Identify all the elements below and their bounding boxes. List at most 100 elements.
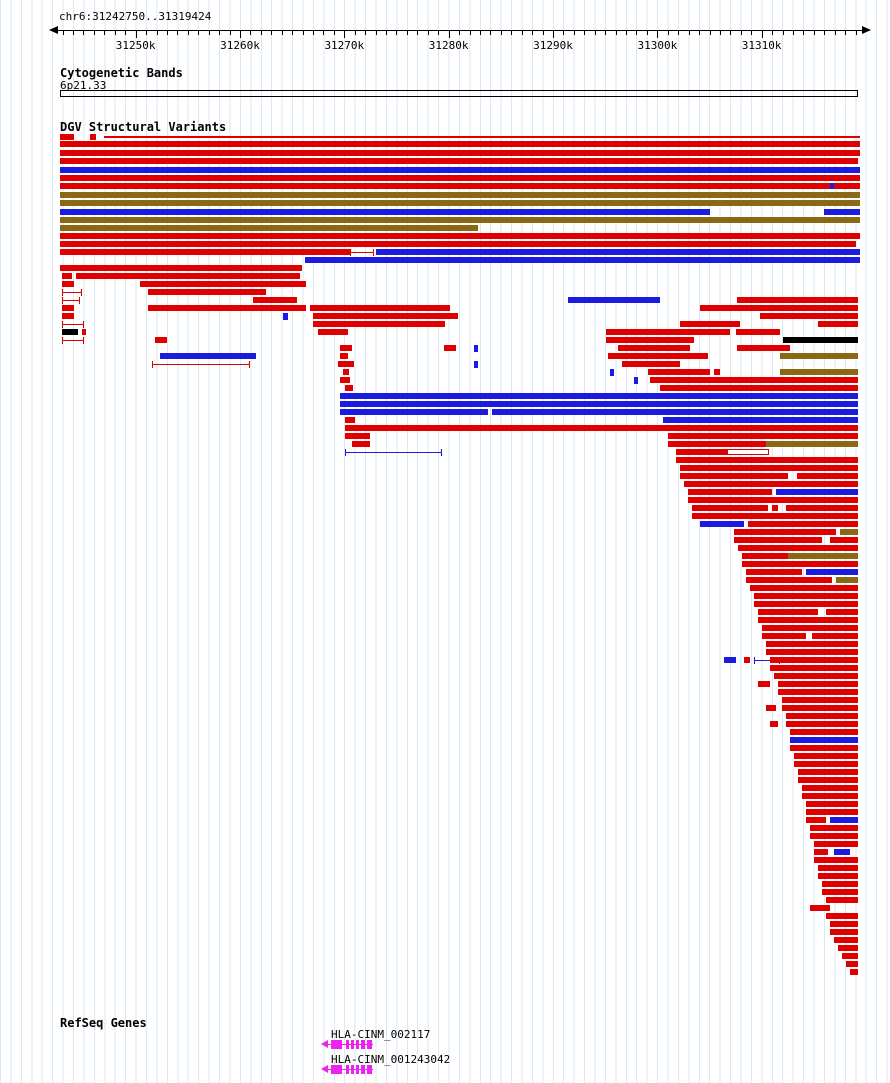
variant-bar[interactable] bbox=[737, 297, 858, 303]
variant-bar[interactable] bbox=[60, 209, 710, 215]
variant-bar[interactable] bbox=[376, 249, 860, 255]
variant-bar[interactable] bbox=[684, 481, 858, 487]
variant-bar[interactable] bbox=[818, 321, 858, 327]
variant-bar[interactable] bbox=[806, 817, 826, 823]
variant-bar[interactable] bbox=[814, 857, 858, 863]
variant-bar[interactable] bbox=[850, 969, 858, 975]
variant-bar[interactable] bbox=[788, 553, 858, 559]
variant-bar[interactable] bbox=[742, 553, 800, 559]
variant-bar[interactable] bbox=[772, 505, 778, 511]
variant-bar[interactable] bbox=[794, 753, 858, 759]
variant-bar[interactable] bbox=[60, 217, 860, 223]
variant-bar[interactable] bbox=[148, 305, 306, 311]
variant-bar[interactable] bbox=[830, 817, 858, 823]
variant-bar[interactable] bbox=[668, 441, 780, 447]
variant-bar[interactable] bbox=[734, 529, 836, 535]
variant-bar[interactable] bbox=[60, 192, 860, 198]
variant-bar[interactable] bbox=[62, 297, 80, 304]
variant-bar[interactable] bbox=[345, 433, 370, 439]
gene-exon[interactable] bbox=[331, 1040, 342, 1049]
variant-bar[interactable] bbox=[782, 705, 858, 711]
variant-bar[interactable] bbox=[824, 209, 860, 215]
variant-bar[interactable] bbox=[842, 953, 858, 959]
variant-bar[interactable] bbox=[724, 657, 736, 663]
gene-intron-line[interactable] bbox=[327, 1044, 373, 1045]
variant-bar[interactable] bbox=[798, 777, 858, 783]
variant-bar[interactable] bbox=[62, 281, 74, 287]
variant-bar[interactable] bbox=[810, 833, 858, 839]
variant-bar[interactable] bbox=[340, 393, 858, 399]
variant-bar[interactable] bbox=[676, 457, 858, 463]
variant-bar[interactable] bbox=[60, 241, 856, 247]
variant-bar[interactable] bbox=[60, 225, 478, 231]
gene-exon[interactable] bbox=[356, 1065, 359, 1074]
variant-bar[interactable] bbox=[806, 569, 858, 575]
variant-bar[interactable] bbox=[688, 489, 772, 495]
variant-bar[interactable] bbox=[76, 273, 300, 279]
variant-bar[interactable] bbox=[60, 134, 74, 140]
variant-bar[interactable] bbox=[826, 609, 858, 615]
variant-bar[interactable] bbox=[790, 745, 858, 751]
variant-bar[interactable] bbox=[152, 361, 250, 368]
variant-bar[interactable] bbox=[492, 409, 858, 415]
variant-bar[interactable] bbox=[790, 729, 858, 735]
variant-bar[interactable] bbox=[60, 150, 860, 156]
variant-bar[interactable] bbox=[62, 289, 82, 296]
gene-exon[interactable] bbox=[367, 1040, 372, 1049]
variant-bar[interactable] bbox=[313, 321, 445, 327]
variant-bar[interactable] bbox=[60, 158, 858, 164]
variant-bar[interactable] bbox=[340, 377, 350, 383]
variant-bar[interactable] bbox=[148, 289, 266, 295]
variant-bar[interactable] bbox=[618, 345, 690, 351]
variant-bar[interactable] bbox=[650, 377, 858, 383]
variant-bar[interactable] bbox=[776, 489, 858, 495]
variant-bar[interactable] bbox=[340, 401, 858, 407]
gene-intron-line[interactable] bbox=[327, 1069, 373, 1070]
variant-bar[interactable] bbox=[846, 961, 858, 967]
variant-bar[interactable] bbox=[692, 505, 768, 511]
variant-bar[interactable] bbox=[762, 633, 806, 639]
variant-bar[interactable] bbox=[830, 183, 834, 189]
variant-bar[interactable] bbox=[814, 841, 858, 847]
variant-bar[interactable] bbox=[770, 721, 778, 727]
variant-bar[interactable] bbox=[830, 537, 858, 543]
variant-bar[interactable] bbox=[676, 449, 762, 455]
variant-bar[interactable] bbox=[60, 167, 860, 173]
variant-bar[interactable] bbox=[253, 297, 297, 303]
variant-bar[interactable] bbox=[798, 769, 858, 775]
variant-bar[interactable] bbox=[60, 265, 302, 271]
variant-bar[interactable] bbox=[680, 465, 858, 471]
variant-bar[interactable] bbox=[62, 337, 84, 344]
variant-bar[interactable] bbox=[680, 321, 740, 327]
variant-bar[interactable] bbox=[838, 945, 858, 951]
variant-bar[interactable] bbox=[737, 345, 779, 351]
variant-bar[interactable] bbox=[62, 321, 84, 328]
variant-bar[interactable] bbox=[345, 417, 355, 423]
variant-bar[interactable] bbox=[474, 345, 478, 352]
variant-bar[interactable] bbox=[318, 329, 348, 335]
variant-bar[interactable] bbox=[140, 281, 306, 287]
variant-bar[interactable] bbox=[60, 141, 860, 147]
variant-bar[interactable] bbox=[746, 577, 832, 583]
variant-bar[interactable] bbox=[790, 737, 858, 743]
variant-bar[interactable] bbox=[778, 681, 858, 687]
variant-bar[interactable] bbox=[778, 345, 790, 351]
variant-bar[interactable] bbox=[810, 825, 858, 831]
variant-bar[interactable] bbox=[338, 361, 354, 367]
variant-bar[interactable] bbox=[680, 473, 788, 479]
variant-bar[interactable] bbox=[802, 793, 858, 799]
variant-bar[interactable] bbox=[786, 713, 858, 719]
variant-bar[interactable] bbox=[62, 305, 74, 311]
variant-bar[interactable] bbox=[834, 937, 858, 943]
variant-bar[interactable] bbox=[660, 385, 858, 391]
gene-exon[interactable] bbox=[361, 1040, 365, 1049]
variant-bar[interactable] bbox=[340, 345, 352, 351]
variant-bar[interactable] bbox=[836, 577, 858, 583]
variant-bar[interactable] bbox=[62, 329, 78, 335]
variant-bar[interactable] bbox=[830, 929, 858, 935]
variant-bar[interactable] bbox=[780, 353, 858, 359]
variant-bar[interactable] bbox=[688, 497, 858, 503]
variant-bar[interactable] bbox=[606, 337, 694, 343]
variant-bar[interactable] bbox=[834, 849, 850, 855]
variant-bar[interactable] bbox=[766, 641, 858, 647]
